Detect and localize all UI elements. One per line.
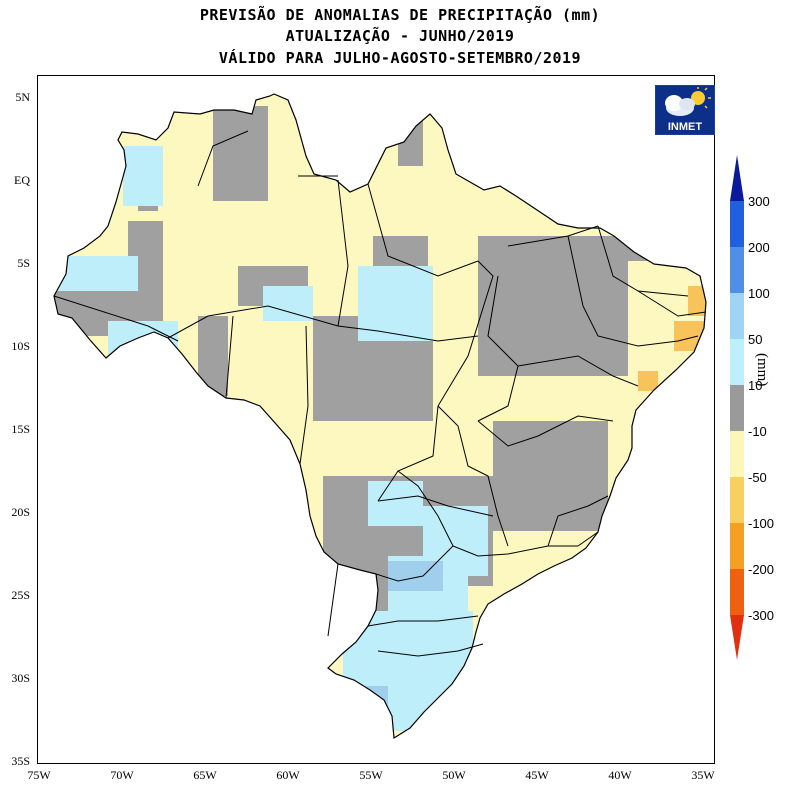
cbar-label-m200: -200 — [748, 562, 775, 577]
map-title-line3: VÁLIDO PARA JULHO-AGOSTO-SETEMBRO/2019 — [218, 49, 582, 67]
y-label-25s: 25S — [11, 588, 30, 602]
brazil-map — [53, 93, 707, 739]
cbar-label-m50: -50 — [748, 470, 767, 485]
cbar-label-m300: -300 — [748, 608, 775, 623]
cbar-label-m100: -100 — [748, 516, 775, 531]
colorbar-unit-label: (mm) — [754, 353, 770, 387]
cbar-label-200: 200 — [748, 240, 770, 255]
cbar-label-100: 100 — [748, 286, 770, 301]
cbar-label-50: 50 — [748, 332, 763, 347]
cbar-label-m10: -10 — [748, 424, 767, 439]
colorbar — [730, 155, 744, 660]
map-title-line1: PREVISÃO DE ANOMALIAS DE PRECIPITAÇÃO (m… — [199, 6, 601, 24]
map-frame — [37, 75, 715, 764]
y-label-10s: 10S — [11, 339, 30, 353]
inmet-logo: INMET — [655, 85, 715, 135]
gray-anomaly-areas — [54, 106, 648, 656]
cbar-label-10: 10 — [748, 378, 763, 393]
x-label-50w: 50W — [442, 768, 466, 782]
logo-text: INMET — [667, 121, 703, 133]
x-label-45w: 45W — [525, 768, 549, 782]
y-label-20s: 20S — [11, 505, 30, 519]
cbar-label-300: 300 — [748, 194, 770, 209]
x-label-35w: 35W — [691, 768, 715, 782]
x-label-75w: 75W — [27, 768, 51, 782]
y-label-30s: 30S — [11, 671, 30, 685]
x-label-40w: 40W — [608, 768, 632, 782]
state-boundaries — [53, 130, 707, 657]
cloud-sun-icon — [665, 87, 711, 116]
anomaly-patches — [54, 106, 706, 731]
y-label-15s: 15S — [11, 422, 30, 436]
y-label-35s: 35S — [11, 754, 30, 768]
x-label-60w: 60W — [276, 768, 300, 782]
x-label-55w: 55W — [359, 768, 383, 782]
map-title-line2: ATUALIZAÇÃO - JUNHO/2019 — [285, 27, 515, 45]
y-label-5n: 5N — [15, 90, 30, 104]
x-label-70w: 70W — [110, 768, 134, 782]
y-label-5s: 5S — [17, 256, 30, 270]
x-label-65w: 65W — [193, 768, 217, 782]
y-label-eq: EQ — [14, 173, 30, 187]
cyan-anomaly-areas — [58, 146, 648, 731]
